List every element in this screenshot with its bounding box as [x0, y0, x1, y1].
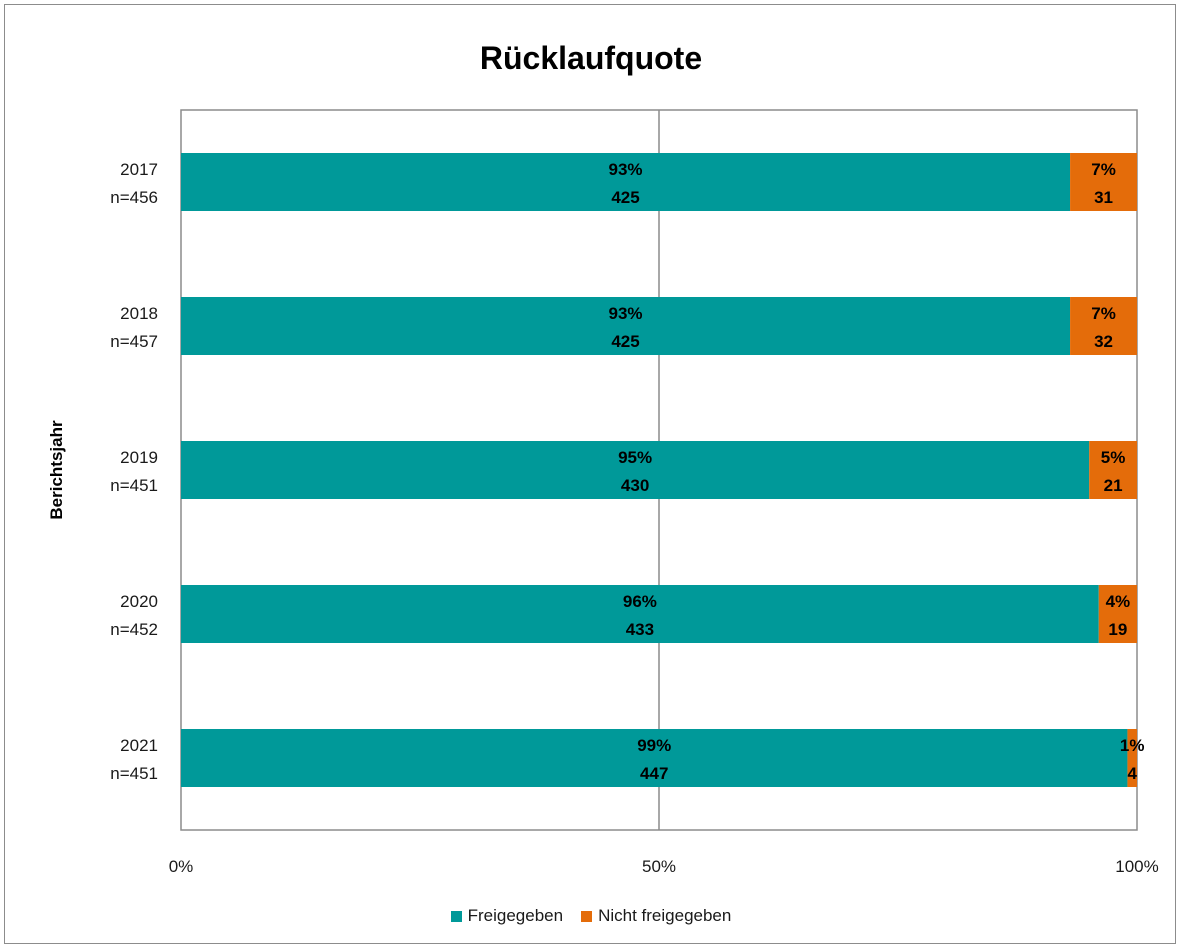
data-label-nicht-freigegeben-percent: 7% [1091, 304, 1116, 323]
legend-swatch-freigegeben [450, 910, 462, 922]
category-label-year: 2021 [120, 736, 158, 755]
category-label-n: n=452 [110, 620, 158, 639]
data-label-nicht-freigegeben-count: 32 [1094, 332, 1113, 351]
data-label-freigegeben-percent: 99% [637, 736, 671, 755]
category-label-n: n=457 [110, 332, 158, 351]
x-tick-label: 50% [642, 857, 676, 876]
bar-nicht-freigegeben [1070, 153, 1137, 211]
category-label-n: n=451 [110, 764, 158, 783]
x-tick-label: 0% [169, 857, 194, 876]
data-label-nicht-freigegeben-percent: 7% [1091, 160, 1116, 179]
data-label-nicht-freigegeben-count: 4 [1127, 764, 1137, 783]
category-label-year: 2020 [120, 592, 158, 611]
bar-nicht-freigegeben [1089, 441, 1137, 499]
bar-nicht-freigegeben [1070, 297, 1137, 355]
data-label-nicht-freigegeben-percent: 4% [1106, 592, 1131, 611]
chart-title: Rücklaufquote [479, 40, 703, 76]
legend-label-freigegeben: Freigegeben [467, 906, 564, 925]
data-label-nicht-freigegeben-count: 21 [1104, 476, 1123, 495]
data-label-nicht-freigegeben-percent: 1% [1120, 736, 1145, 755]
data-label-freigegeben-percent: 96% [623, 592, 657, 611]
data-label-freigegeben-percent: 93% [609, 304, 643, 323]
data-label-freigegeben-count: 447 [640, 764, 668, 783]
bar-nicht-freigegeben [1098, 585, 1137, 643]
category-label-year: 2018 [120, 304, 158, 323]
data-label-freigegeben-percent: 95% [618, 448, 652, 467]
bar-freigegeben [181, 441, 1090, 499]
category-label-n: n=451 [110, 476, 158, 495]
category-label-year: 2019 [120, 448, 158, 467]
legend-label-nicht-freigegeben: Nicht freigegeben [598, 906, 732, 925]
x-tick-label: 100% [1115, 857, 1158, 876]
data-label-freigegeben-count: 430 [621, 476, 649, 495]
category-label-n: n=456 [110, 188, 158, 207]
legend-item-nicht-freigegeben: Nicht freigegeben [581, 906, 731, 926]
data-label-freigegeben-count: 425 [611, 188, 639, 207]
bar-freigegeben [181, 585, 1099, 643]
bar-nicht-freigegeben [1127, 729, 1137, 787]
data-label-freigegeben-percent: 93% [609, 160, 643, 179]
data-label-freigegeben-count: 433 [626, 620, 654, 639]
legend: Freigegeben Nicht freigegeben [0, 906, 1182, 926]
data-label-freigegeben-count: 425 [611, 332, 639, 351]
data-label-nicht-freigegeben-count: 31 [1094, 188, 1113, 207]
legend-swatch-nicht-freigegeben [581, 910, 593, 922]
legend-item-freigegeben: Freigegeben [450, 906, 564, 926]
bar-freigegeben [181, 153, 1071, 211]
data-label-nicht-freigegeben-count: 19 [1108, 620, 1127, 639]
category-label-year: 2017 [120, 160, 158, 179]
data-label-nicht-freigegeben-percent: 5% [1101, 448, 1126, 467]
bar-freigegeben [181, 297, 1071, 355]
bar-freigegeben [181, 729, 1128, 787]
